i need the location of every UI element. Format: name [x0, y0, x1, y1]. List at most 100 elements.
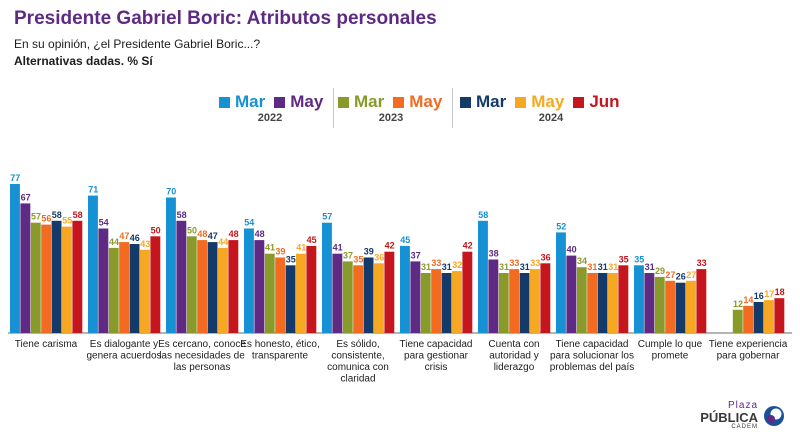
category-label-line: Es honesto, ético, [240, 339, 320, 350]
bar [478, 220, 488, 333]
data-label: 54 [99, 218, 109, 228]
data-label: 42 [463, 241, 473, 251]
bar [420, 273, 431, 333]
bar [150, 236, 161, 334]
legend-year-2024: 2024 [538, 112, 564, 124]
data-label: 31 [598, 262, 608, 272]
data-label: 33 [530, 258, 540, 268]
legend-divider [333, 88, 334, 128]
data-label: 31 [608, 262, 618, 272]
bar [186, 236, 197, 334]
legend-swatch [219, 96, 230, 108]
category-label-line: Cuenta con [488, 339, 539, 350]
chart-note: Alternativas dadas. % Sí [14, 54, 153, 68]
bar [644, 273, 655, 333]
data-label: 16 [754, 291, 764, 301]
chart-subtitle: En su opinión, ¿el Presidente Gabriel Bo… [14, 37, 261, 51]
plaza-publica-cadem-logo: Plaza PÚBLICA CADEM [700, 401, 786, 430]
legend-group-2024: Mar May Jun [460, 92, 620, 112]
category-label: Tiene carisma [15, 339, 78, 350]
data-label: 77 [10, 173, 20, 183]
data-label: 41 [265, 243, 275, 253]
data-label: 32 [452, 260, 462, 270]
data-label: 45 [400, 235, 410, 245]
bar [228, 240, 239, 333]
category-label-line: Cumple lo que [638, 339, 703, 350]
legend-swatch [393, 96, 405, 108]
legend-divider [452, 88, 453, 128]
legend-label: Mar [354, 92, 385, 111]
bar [519, 273, 530, 333]
legend-label: May [531, 92, 565, 111]
category-label-line: Es cercano, conoce [158, 339, 246, 350]
bar [431, 269, 442, 333]
category-label-line: Es dialogante y [90, 339, 158, 350]
data-label: 41 [296, 243, 306, 253]
data-label: 43 [140, 239, 150, 249]
data-label: 38 [489, 249, 499, 259]
legend-group-2022: Mar May [219, 92, 323, 111]
category-label: Tiene capacidad para solucionar los proble… [550, 339, 635, 373]
category-label-line: claridad [340, 374, 375, 385]
brand-line-2: PÚBLICA [700, 410, 758, 425]
category-label: Cuenta con autoridad y liderazgo [488, 339, 539, 373]
category-label: Es cercano, conoce las necesidades de las … [158, 339, 246, 373]
category-label: Es sólido, consistente, comunica con clarid… [327, 339, 389, 385]
legend-swatch [338, 96, 349, 108]
data-label: 57 [31, 212, 41, 222]
data-label: 33 [697, 258, 707, 268]
legend-swatch [515, 96, 527, 108]
brand-mark-icon [764, 405, 784, 426]
legend-year-2022: 2022 [257, 112, 283, 124]
data-label: 40 [567, 245, 577, 255]
bar [675, 282, 686, 333]
data-label: 27 [665, 270, 675, 280]
bar [686, 280, 696, 333]
bar [108, 247, 119, 333]
bar [462, 251, 473, 333]
bar [322, 222, 332, 333]
bar [743, 305, 754, 333]
data-label: 47 [208, 231, 218, 241]
data-label: 55 [62, 216, 72, 226]
bar [587, 273, 598, 333]
data-label: 31 [520, 262, 530, 272]
data-label: 35 [286, 254, 296, 264]
bar [410, 261, 421, 333]
data-label: 39 [364, 247, 374, 257]
legend-group-2023: Mar May [338, 92, 442, 112]
bar [119, 242, 130, 333]
data-label: 31 [645, 262, 655, 272]
data-label: 52 [556, 221, 566, 231]
category-label-line: genera acuerdos [86, 351, 161, 362]
category-label-line: para gobernar [717, 351, 780, 362]
data-label: 29 [655, 266, 665, 276]
bar [400, 245, 410, 333]
category-label-line: las necesidades de [159, 351, 245, 362]
bar [41, 224, 52, 333]
bar [296, 253, 306, 333]
data-label: 57 [322, 212, 332, 222]
bar [597, 273, 608, 333]
data-label: 35 [619, 254, 629, 264]
bar [452, 271, 462, 333]
data-label: 33 [431, 258, 441, 268]
bar [72, 220, 83, 333]
data-label: 50 [187, 225, 197, 235]
data-label: 31 [442, 262, 452, 272]
bar [129, 244, 140, 333]
category-label-line: autoridad y [489, 351, 538, 362]
legend-item: May [393, 92, 442, 112]
data-label: 42 [385, 241, 395, 251]
data-label: 47 [119, 231, 129, 241]
category-label-line: promete [652, 351, 689, 362]
bar [197, 240, 208, 333]
data-label: 31 [421, 262, 431, 272]
legend-year-2023: 2023 [378, 112, 404, 124]
legend-item: May [515, 92, 564, 112]
bar [176, 220, 187, 333]
legend-swatch [460, 96, 471, 108]
data-label: 48 [229, 229, 239, 239]
bar [374, 263, 384, 333]
bar [732, 309, 743, 333]
